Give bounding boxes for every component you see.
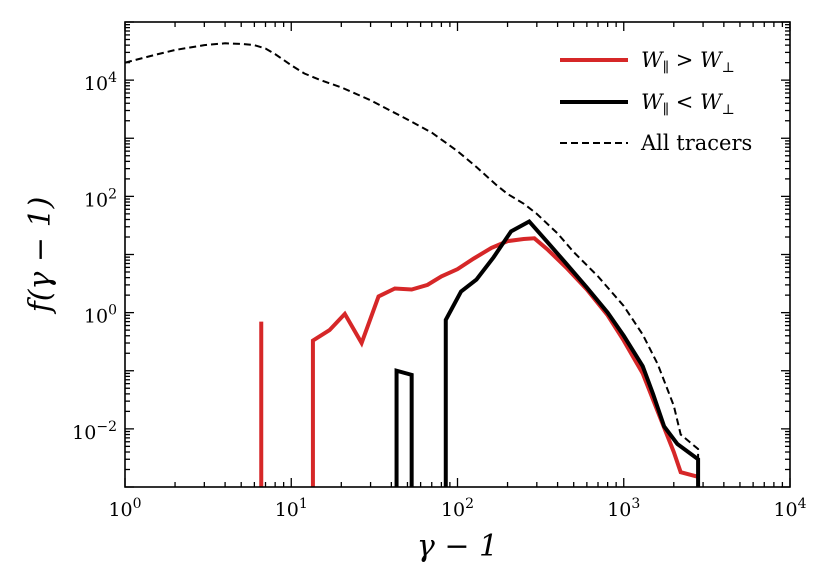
y-tick-label: 102 <box>84 186 117 211</box>
series-2-segment-1 <box>394 368 414 487</box>
series-layer <box>125 42 701 487</box>
series-2-segment-2 <box>443 218 701 487</box>
x-tick-label: 101 <box>275 496 308 521</box>
x-axis-label: γ − 1 <box>417 529 498 564</box>
x-tick-label: 102 <box>441 496 474 521</box>
legend: W∥ > W⊥ W∥ < W⊥ All tracers <box>560 48 752 155</box>
legend-label-1: W∥ > W⊥ <box>641 48 735 76</box>
y-tick-label: 104 <box>84 70 117 95</box>
x-tick-label: 103 <box>607 496 640 521</box>
ticks-layer <box>124 21 791 488</box>
x-tick-label: 104 <box>773 496 806 521</box>
plot-frame <box>124 21 791 488</box>
legend-label-2: W∥ < W⊥ <box>641 90 735 118</box>
legend-label-3: All tracers <box>640 131 752 155</box>
y-tick-label: 10−2 <box>72 419 117 444</box>
series-1-segment-2 <box>310 236 699 487</box>
y-tick-label: 100 <box>84 303 117 328</box>
x-tick-label: 100 <box>108 496 141 521</box>
series-3-segment-1 <box>125 42 700 487</box>
tick-labels-layer: 100 101 102 103 104 10−2 100 102 104 <box>72 70 806 521</box>
y-axis-label: f(γ − 1) <box>23 197 58 315</box>
